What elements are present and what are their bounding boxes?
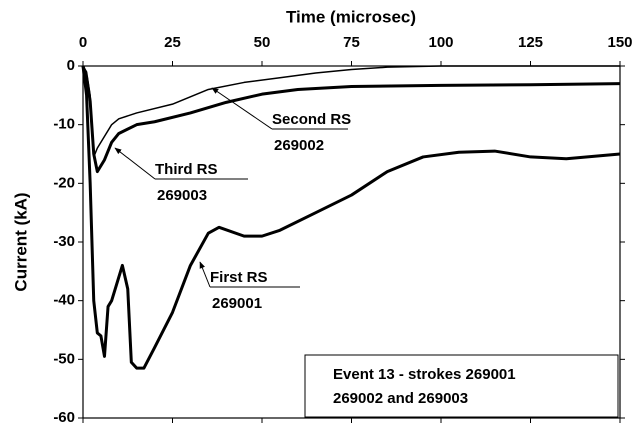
series-line <box>82 65 620 158</box>
series-stroke-id: 269001 <box>212 295 262 312</box>
series-label: Third RS <box>155 161 218 178</box>
y-tick-label: -50 <box>53 350 75 367</box>
label-arrow <box>199 261 211 288</box>
series-label: Second RS <box>272 111 351 128</box>
series-line <box>81 65 621 370</box>
y-tick-label: -20 <box>53 174 75 191</box>
series-stroke-id: 269003 <box>157 187 207 204</box>
x-tick-label: 150 <box>607 34 632 51</box>
label-arrow <box>211 87 273 130</box>
x-tick-label: 0 <box>79 34 87 51</box>
x-tick-label: 25 <box>164 34 181 51</box>
y-tick-label: -40 <box>53 292 75 309</box>
info-box-text: 269002 and 269003 <box>333 390 468 407</box>
y-tick-label: -60 <box>53 409 75 426</box>
y-tick-label: 0 <box>67 57 75 74</box>
label-arrow <box>114 147 156 180</box>
series-line <box>81 65 621 174</box>
x-axis-title: Time (microsec) <box>286 7 416 26</box>
y-tick-label: -10 <box>53 116 75 133</box>
x-tick-label: 75 <box>343 34 360 51</box>
info-box <box>304 354 619 418</box>
x-tick-label: 100 <box>428 34 453 51</box>
info-box-text: Event 13 - strokes 269001 <box>333 366 516 383</box>
series-stroke-id: 269002 <box>274 137 324 154</box>
y-axis-title: Current (kA) <box>11 192 30 291</box>
x-tick-label: 50 <box>254 34 271 51</box>
series-label: First RS <box>210 269 268 286</box>
x-tick-label: 125 <box>518 34 543 51</box>
y-tick-label: -30 <box>53 233 75 250</box>
